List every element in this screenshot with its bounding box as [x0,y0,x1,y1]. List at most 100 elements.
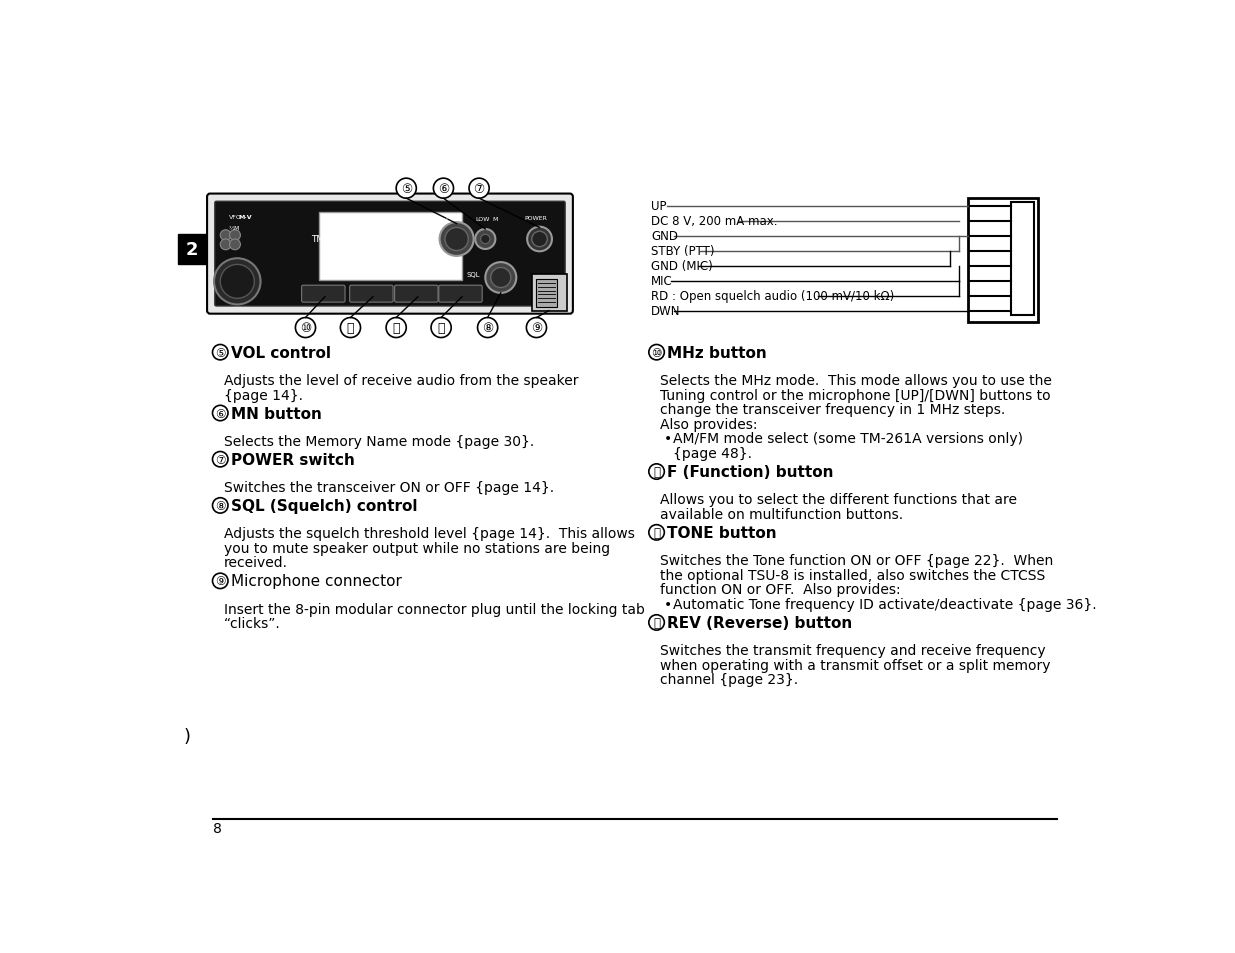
Circle shape [433,179,453,199]
Text: ): ) [184,727,190,745]
Text: change the transceiver frequency in 1 MHz steps.: change the transceiver frequency in 1 MH… [661,403,1005,416]
Text: 2: 2 [186,241,199,258]
Text: ⑪: ⑪ [653,466,659,478]
Circle shape [440,223,474,256]
Text: POWER switch: POWER switch [231,453,354,467]
Circle shape [478,318,498,338]
Text: available on multifunction buttons.: available on multifunction buttons. [661,507,904,521]
Text: F (Function) button: F (Function) button [667,464,834,479]
Text: received.: received. [224,556,288,570]
Text: Switches the Tone function ON or OFF {page 22}.  When: Switches the Tone function ON or OFF {pa… [661,554,1053,568]
Circle shape [445,228,468,252]
Text: ⑩: ⑩ [651,346,662,359]
Text: POWER: POWER [524,215,547,221]
Circle shape [480,235,490,244]
FancyBboxPatch shape [438,286,482,303]
Text: you to mute speaker output while no stations are being: you to mute speaker output while no stat… [224,541,610,556]
Circle shape [214,259,261,305]
Circle shape [295,318,316,338]
Text: ⑤: ⑤ [400,182,412,195]
Bar [178,235,207,264]
Text: GND (MIC): GND (MIC) [651,260,713,274]
Text: ⑫: ⑫ [393,322,400,335]
Text: ⑨: ⑨ [531,322,542,335]
Circle shape [387,318,406,338]
Text: REV (Reverse) button: REV (Reverse) button [667,616,852,630]
Circle shape [220,265,254,299]
Text: ⅔M: ⅔M [228,226,240,231]
Text: channel {page 23}.: channel {page 23}. [661,673,799,687]
Circle shape [230,231,241,241]
Text: ⑬: ⑬ [437,322,445,335]
Text: TM-261: TM-261 [311,235,345,244]
Circle shape [230,240,241,251]
Text: ⑧: ⑧ [482,322,493,335]
Circle shape [431,318,451,338]
Bar [319,213,462,280]
Text: Microphone connector: Microphone connector [231,574,401,589]
Text: Adjusts the level of receive audio from the speaker: Adjusts the level of receive audio from … [224,374,579,388]
Circle shape [526,318,547,338]
FancyBboxPatch shape [215,202,566,307]
Text: ⑥: ⑥ [215,407,226,420]
Circle shape [648,464,664,479]
Bar [968,199,1037,322]
Bar [532,274,567,312]
Text: UP: UP [651,200,667,213]
Text: VOL control: VOL control [231,345,331,360]
Text: GND: GND [651,231,678,243]
Text: Adjusts the squelch threshold level {page 14}.  This allows: Adjusts the squelch threshold level {pag… [224,527,635,540]
Circle shape [527,228,552,252]
Circle shape [212,498,228,514]
Text: ⑥: ⑥ [438,182,450,195]
Circle shape [341,318,361,338]
Circle shape [648,525,664,540]
FancyBboxPatch shape [350,286,393,303]
Text: RD : Open squelch audio (100 mV/10 kΩ): RD : Open squelch audio (100 mV/10 kΩ) [651,290,894,303]
Text: SQL (Squelch) control: SQL (Squelch) control [231,498,417,514]
Text: Switches the transceiver ON or OFF {page 14}.: Switches the transceiver ON or OFF {page… [224,480,555,495]
Text: Insert the 8-pin modular connector plug until the locking tab: Insert the 8-pin modular connector plug … [224,602,645,616]
Text: VOL: VOL [437,217,451,224]
Text: ⑨: ⑨ [215,575,226,588]
Text: MN button: MN button [231,406,322,421]
Text: ⑦: ⑦ [473,182,484,195]
Text: {page 48}.: {page 48}. [673,447,752,460]
Circle shape [490,268,511,288]
Text: ⑩: ⑩ [300,322,311,335]
Circle shape [212,406,228,421]
Text: STBY (PTT): STBY (PTT) [651,245,715,258]
Circle shape [212,452,228,467]
Text: TONE button: TONE button [667,525,777,540]
Text: MHz button: MHz button [667,345,767,360]
Text: Automatic Tone frequency ID activate/deactivate {page 36}.: Automatic Tone frequency ID activate/dea… [673,598,1097,612]
Text: DC 8 V, 200 mA max.: DC 8 V, 200 mA max. [651,215,778,228]
Text: {page 14}.: {page 14}. [224,388,303,402]
Circle shape [485,263,516,294]
Text: ⑫: ⑫ [653,526,659,539]
Text: M: M [493,216,498,221]
Text: •: • [663,432,672,446]
Text: SQL: SQL [467,272,480,277]
Text: “clicks”.: “clicks”. [224,617,280,631]
Circle shape [532,232,547,248]
FancyBboxPatch shape [207,194,573,314]
Text: 8: 8 [212,821,221,835]
Circle shape [648,345,664,360]
Text: M·V: M·V [238,215,252,220]
FancyBboxPatch shape [395,286,438,303]
Text: VFO: VFO [228,215,242,220]
FancyBboxPatch shape [301,286,345,303]
Text: ⑪: ⑪ [347,322,354,335]
Circle shape [469,179,489,199]
Text: ⑧: ⑧ [215,499,226,513]
Bar [536,280,557,308]
Text: Tuning control or the microphone [UP]/[DWN] buttons to: Tuning control or the microphone [UP]/[D… [661,388,1051,402]
Text: DWN: DWN [651,305,680,318]
Bar [1010,203,1034,315]
Text: ⑦: ⑦ [215,454,226,466]
Text: Allows you to select the different functions that are: Allows you to select the different funct… [661,493,1018,507]
Text: the optional TSU-8 is installed, also switches the CTCSS: the optional TSU-8 is installed, also sw… [661,568,1046,582]
Text: MIC: MIC [651,275,673,288]
Circle shape [475,230,495,250]
